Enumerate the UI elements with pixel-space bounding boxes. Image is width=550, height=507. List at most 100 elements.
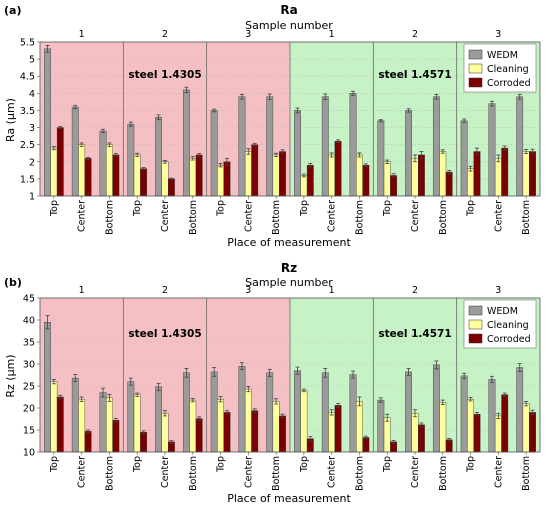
bar-wedm: [71, 377, 79, 453]
sample-number-label: 2: [412, 29, 418, 40]
top-axis-title: Sample number: [245, 19, 333, 32]
x-tick-label: Top: [299, 200, 310, 217]
bar-cleaning: [522, 403, 530, 453]
bar-corroded: [529, 151, 536, 197]
bar-cleaning: [244, 388, 252, 453]
legend-entry: WEDM: [487, 50, 518, 61]
bar-cleaning: [494, 158, 502, 197]
x-tick-label: Center: [243, 200, 254, 232]
y-tick-label: 4: [29, 89, 35, 100]
bar-cleaning: [217, 399, 224, 453]
bar-cleaning: [300, 390, 308, 453]
x-tick-label: Bottom: [188, 200, 199, 235]
y-tick-label: 1.5: [20, 174, 35, 185]
sample-number-label: 3: [245, 29, 251, 40]
sample-number-label: 1: [79, 29, 85, 40]
y-tick-label: 20: [23, 404, 35, 415]
x-tick-label: Top: [466, 200, 477, 217]
plot-frame: [39, 41, 541, 197]
bar-wedm: [349, 374, 357, 453]
bar-corroded: [529, 412, 536, 453]
steel-label: steel 1.4571: [378, 328, 451, 340]
bar-wedm: [377, 399, 385, 453]
bar-wedm: [488, 379, 496, 453]
bar-wedm: [127, 123, 135, 197]
x-tick-label: Center: [493, 456, 504, 488]
bar-wedm: [182, 89, 190, 197]
bar-wedm: [266, 372, 274, 453]
bar-cleaning: [217, 164, 224, 197]
bar-corroded: [279, 151, 286, 197]
bar-corroded: [112, 154, 120, 197]
chart-title: Ra: [280, 3, 297, 17]
bar-cleaning: [467, 168, 474, 197]
bar-corroded: [473, 151, 481, 197]
bar-corroded: [84, 158, 92, 197]
sample-number-label: 3: [495, 285, 501, 296]
bar-corroded: [501, 147, 509, 197]
x-tick-label: Bottom: [104, 456, 115, 491]
sample-number-label: 2: [162, 285, 168, 296]
y-axis-label: Ra (µm): [4, 98, 17, 142]
bar-cleaning: [133, 154, 141, 197]
y-axis-label: Rz (µm): [4, 354, 17, 397]
bar-corroded: [334, 405, 342, 453]
bar-wedm: [516, 96, 524, 197]
sample-number-label: 2: [162, 29, 168, 40]
bar-cleaning: [189, 158, 197, 197]
bar-wedm: [405, 371, 412, 453]
x-tick-label: Center: [493, 200, 504, 232]
bar-wedm: [377, 120, 385, 197]
legend-swatch: [468, 63, 483, 74]
x-tick-label: Bottom: [438, 456, 449, 491]
sample-number-label: 3: [245, 285, 251, 296]
x-tick-label: Center: [243, 456, 254, 488]
steel-label: steel 1.4571: [378, 69, 451, 81]
bar-wedm: [99, 130, 107, 197]
bar-cleaning: [300, 175, 308, 197]
top-axis-title: Sample number: [245, 276, 333, 289]
bar-cleaning: [272, 154, 280, 197]
bar-corroded: [445, 171, 453, 197]
bar-corroded: [334, 141, 342, 197]
bar-wedm: [210, 110, 218, 197]
x-axis-label: Place of measurement: [227, 492, 351, 505]
x-tick-label: Bottom: [521, 456, 532, 491]
bar-cleaning: [383, 161, 391, 197]
bar-corroded: [418, 424, 425, 453]
panel-label: (b): [4, 276, 22, 289]
plot-frame: [39, 297, 541, 453]
bar-corroded: [140, 168, 148, 197]
bar-corroded: [56, 396, 64, 453]
bar-wedm: [182, 372, 190, 453]
y-tick-label: 2.5: [20, 140, 35, 151]
bar-wedm: [321, 96, 329, 197]
bar-wedm: [294, 370, 301, 453]
sample-number-label: 2: [412, 285, 418, 296]
bar-corroded: [251, 144, 259, 197]
legend-entry: Cleaning: [487, 320, 529, 331]
bar-corroded: [223, 412, 231, 453]
bar-cleaning: [439, 402, 447, 453]
y-tick-label: 3: [29, 123, 35, 134]
x-tick-label: Center: [77, 200, 88, 232]
bar-wedm: [432, 364, 440, 453]
bar-cleaning: [439, 151, 447, 197]
bar-cleaning: [133, 394, 141, 453]
bar-cleaning: [161, 161, 169, 197]
bar-corroded: [418, 154, 425, 197]
y-tick-label: 25: [23, 382, 35, 393]
bar-wedm: [405, 110, 412, 197]
x-tick-label: Top: [216, 456, 227, 473]
y-tick-label: 15: [23, 426, 35, 437]
x-tick-label: Top: [49, 456, 60, 473]
bar-corroded: [251, 410, 259, 453]
bar-cleaning: [411, 413, 419, 453]
bar-wedm: [71, 106, 79, 197]
bar-corroded: [362, 437, 370, 453]
bar-wedm: [44, 48, 51, 197]
legend-entry: Corroded: [487, 78, 531, 89]
steel-label: steel 1.4305: [128, 328, 201, 340]
x-tick-label: Bottom: [271, 200, 282, 235]
x-tick-label: Top: [299, 456, 310, 473]
